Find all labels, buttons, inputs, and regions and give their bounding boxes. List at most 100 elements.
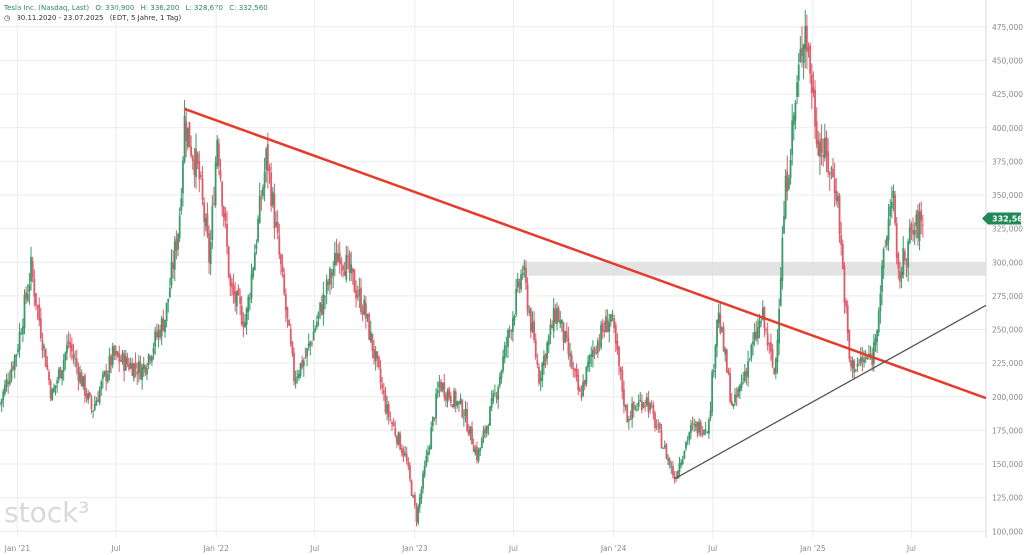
candle-body [802, 44, 805, 63]
candle-body [74, 358, 77, 360]
candle-body [529, 308, 532, 332]
candle-body [837, 196, 839, 202]
candle-body [476, 446, 478, 461]
candle-body [717, 312, 720, 324]
candle-body [95, 400, 98, 406]
candle-body [727, 370, 730, 374]
candle-body [618, 347, 620, 367]
candle-body [895, 223, 898, 258]
candle-body [392, 422, 395, 427]
candle-body [13, 355, 16, 370]
candle-body [511, 317, 514, 332]
candle-body [208, 233, 210, 263]
candle-body [652, 404, 655, 414]
y-tick-label: 275,000 [992, 292, 1023, 301]
candle-body [180, 198, 183, 211]
candle-body [900, 272, 903, 279]
candle-body [668, 459, 671, 466]
candle-body [533, 320, 536, 340]
candle-body [551, 324, 553, 329]
candle-body [165, 302, 168, 322]
candle-body [234, 291, 237, 303]
candle-body [832, 169, 834, 178]
y-tick-label: 125,000 [992, 494, 1023, 503]
candle-body [26, 293, 29, 301]
candle-body [271, 191, 274, 206]
candle-body [188, 122, 191, 148]
candle-body [489, 406, 491, 426]
candle-body [379, 368, 382, 383]
candle-body [487, 427, 490, 429]
candle-body [696, 421, 699, 434]
candle-body [229, 275, 232, 286]
candle-body [46, 364, 49, 370]
candle-body [449, 395, 452, 403]
candle-body [61, 370, 63, 380]
candle-body [631, 403, 634, 420]
candle-body [474, 448, 477, 454]
candle-body [472, 445, 475, 452]
candle-body [361, 311, 364, 315]
candle-body [549, 324, 552, 335]
candle-body [157, 329, 160, 338]
candle-body [405, 454, 408, 462]
candle-body [623, 389, 625, 406]
candle-body [402, 450, 405, 457]
candle-body [198, 160, 201, 180]
candle-body [569, 353, 571, 357]
candle-body [658, 423, 661, 429]
candle-body [482, 430, 485, 438]
candle-body [209, 242, 212, 265]
candle-body [544, 354, 547, 362]
candle-body [149, 356, 152, 361]
candle-body [480, 438, 483, 449]
candle-body [88, 392, 91, 397]
candle-body [613, 317, 616, 328]
candle-body [141, 367, 144, 380]
candle-body [142, 364, 145, 370]
candle-body [765, 328, 767, 331]
candle-body [72, 354, 75, 359]
candle-body [492, 393, 495, 402]
candle-body [534, 339, 537, 358]
clock-icon: ◷ [4, 14, 11, 22]
candle-body [30, 257, 32, 282]
high-value: H: 336,200 [140, 4, 180, 12]
candle-body [694, 423, 697, 427]
candle-body [15, 354, 18, 357]
candle-body [536, 360, 539, 365]
candle-body [791, 120, 794, 155]
candle-body [266, 143, 269, 172]
candle-body [213, 203, 215, 205]
candle-body [497, 387, 500, 400]
candle-body [547, 335, 550, 346]
candle-body [67, 341, 70, 344]
candle-body [525, 268, 527, 284]
candle-body [779, 278, 782, 306]
candle-body [471, 427, 473, 445]
candle-body [36, 305, 39, 308]
candle-body [567, 337, 570, 355]
candle-body [20, 333, 23, 335]
candle-body [108, 356, 111, 374]
candle-body [458, 401, 460, 404]
candle-body [286, 307, 289, 318]
red-trendline [184, 107, 987, 400]
candle-body [845, 301, 847, 307]
candle-body [353, 270, 356, 293]
candle-body [557, 308, 560, 323]
candle-body [144, 365, 147, 373]
candle-body [374, 351, 377, 362]
candle-body [342, 265, 344, 271]
candle-body [438, 382, 441, 388]
candle-body [206, 213, 209, 236]
candle-body [38, 304, 41, 321]
candle-body [921, 224, 924, 226]
candle-body [307, 343, 310, 347]
candle-body [289, 328, 292, 344]
candle-body [182, 160, 184, 194]
candle-body [783, 216, 785, 234]
candle-body [391, 422, 393, 424]
candle-body [425, 455, 428, 466]
